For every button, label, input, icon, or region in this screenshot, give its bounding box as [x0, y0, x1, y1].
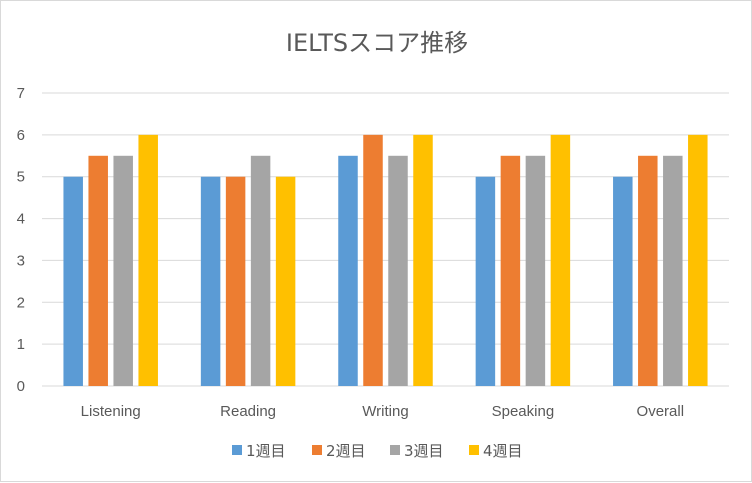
y-tick-label: 5 — [17, 169, 25, 186]
y-tick-label: 1 — [17, 336, 25, 353]
bar-writing-series-4 — [413, 134, 433, 386]
y-tick-label: 0 — [17, 378, 25, 395]
y-tick-label: 2 — [17, 294, 25, 311]
bar-listening-series-1 — [63, 176, 83, 386]
chart-title: IELTSスコア推移 — [286, 29, 468, 57]
y-tick-label: 6 — [17, 127, 25, 144]
bar-writing-series-3 — [388, 155, 408, 386]
legend-swatch — [469, 445, 479, 455]
legend-label: 1週目 — [246, 442, 286, 460]
bar-overall-series-4 — [688, 134, 708, 386]
x-tick-label: Overall — [637, 403, 685, 420]
x-axis-ticks: Listening Reading Writing Speaking Overall — [81, 403, 684, 420]
bar-speaking-series-1 — [475, 176, 496, 386]
legend-label: 3週目 — [404, 442, 444, 460]
y-axis-ticks: 0 1 2 3 4 5 6 7 — [17, 85, 25, 395]
x-tick-label: Writing — [362, 403, 408, 420]
bar-overall-series-3 — [663, 155, 683, 386]
legend-label: 4週目 — [483, 442, 523, 460]
legend: 1週目 2週目 3週目 4週目 — [232, 442, 523, 460]
legend-label: 2週目 — [326, 442, 366, 460]
bar-reading-series-3 — [250, 155, 271, 386]
bar-speaking-series-2 — [500, 155, 521, 386]
x-tick-label: Listening — [81, 403, 141, 420]
bar-reading-series-4 — [275, 176, 296, 386]
y-tick-label: 3 — [17, 252, 25, 269]
bar-reading-series-1 — [200, 176, 221, 386]
bar-speaking-series-3 — [525, 155, 546, 386]
x-tick-label: Speaking — [492, 403, 555, 420]
legend-swatch — [390, 445, 400, 455]
x-tick-label: Reading — [220, 403, 276, 420]
y-tick-label: 7 — [17, 85, 25, 102]
bar-overall-series-1 — [613, 176, 633, 386]
bar-listening-series-3 — [113, 155, 133, 386]
bar-writing-series-1 — [338, 155, 358, 386]
legend-swatch — [312, 445, 322, 455]
bar-writing-series-2 — [363, 134, 383, 386]
bar-listening-series-4 — [138, 134, 158, 386]
bar-reading-series-2 — [225, 176, 246, 386]
bar-listening-series-2 — [88, 155, 108, 386]
legend-swatch — [232, 445, 242, 455]
y-tick-label: 4 — [17, 211, 25, 228]
bars — [63, 134, 708, 386]
bar-overall-series-2 — [638, 155, 658, 386]
bar-speaking-series-4 — [550, 134, 571, 386]
